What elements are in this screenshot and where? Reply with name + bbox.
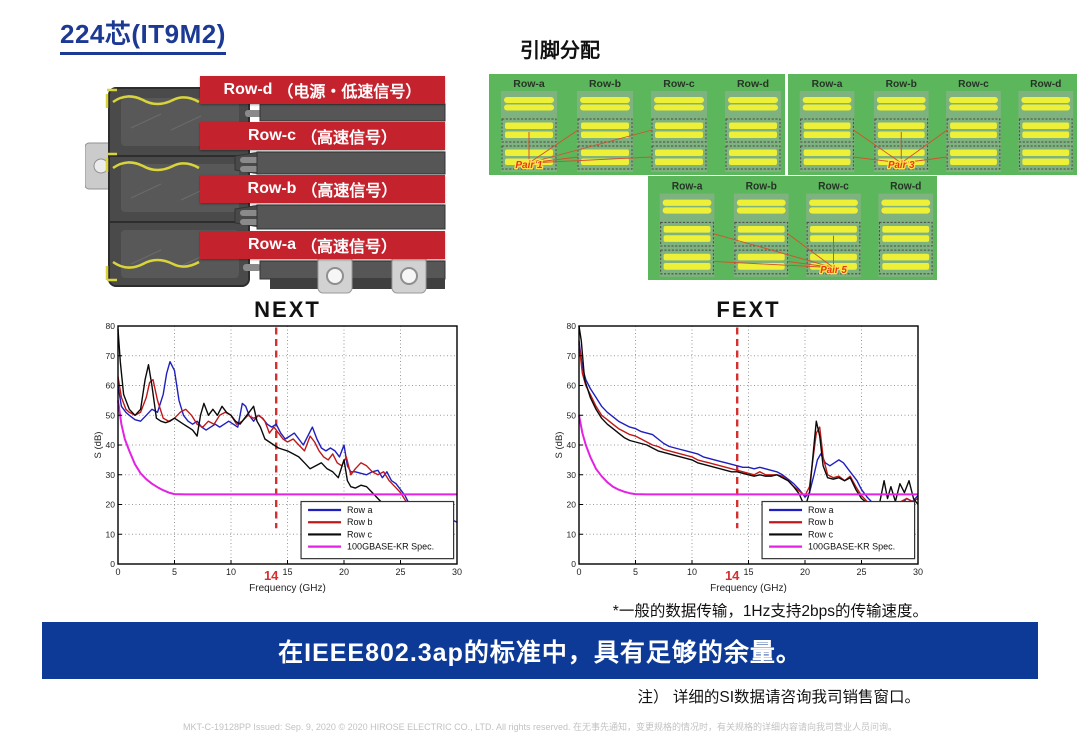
conclusion-banner: 在IEEE802.3ap的标准中，具有足够的余量。 bbox=[42, 622, 1038, 679]
legend-entry: 100GBASE-KR Spec. bbox=[347, 542, 434, 552]
pin-panel-pair-1: Row-a Row-b Row-c Row-d Pair 1 bbox=[489, 74, 785, 175]
svg-text:15: 15 bbox=[282, 567, 292, 577]
fext-chart: FEXT 0 5 10 15 20 25 30 0 10 20 30 40 50 60 70 80 14 Freq… bbox=[553, 298, 928, 596]
svg-text:25: 25 bbox=[856, 567, 866, 577]
next-chart: NEXT 0 5 10 15 20 25 30 0 10 20 30 40 50 60 70 80 14 Freq… bbox=[92, 298, 467, 596]
pin-assignment-heading: 引脚分配 bbox=[520, 40, 600, 62]
svg-text:30: 30 bbox=[567, 470, 577, 480]
svg-text:20: 20 bbox=[800, 567, 810, 577]
y-axis-label: S (dB) bbox=[554, 432, 565, 459]
pin-panel-svg: Row-a Row-b Row-c Row-d Pair 3 bbox=[788, 74, 1077, 175]
legend-entry: Row b bbox=[347, 517, 373, 527]
svg-text:80: 80 bbox=[567, 322, 577, 331]
svg-text:20: 20 bbox=[339, 567, 349, 577]
marker-label: 14 bbox=[264, 568, 279, 583]
si-note: 注） 详细的SI数据请咨询我司销售窗口。 bbox=[637, 689, 920, 706]
pair-label: Pair 3 bbox=[888, 160, 915, 171]
svg-text:10: 10 bbox=[226, 567, 236, 577]
svg-text:Row-d: Row-d bbox=[1030, 79, 1061, 90]
pin-panel-pair-3: Row-a Row-b Row-c Row-d Pair 3 bbox=[788, 74, 1077, 175]
svg-text:0: 0 bbox=[571, 559, 576, 569]
legend-entry: Row b bbox=[808, 517, 834, 527]
chart-svg: 0 5 10 15 20 25 30 0 10 20 30 40 50 60 70 80 14Frequency… bbox=[93, 322, 462, 594]
svg-text:30: 30 bbox=[452, 567, 462, 577]
pair-label: Pair 1 bbox=[515, 160, 543, 171]
svg-text:15: 15 bbox=[743, 567, 753, 577]
next-chart-title: NEXT bbox=[254, 297, 321, 322]
legend-entry: Row a bbox=[347, 505, 373, 515]
svg-text:0: 0 bbox=[110, 559, 115, 569]
fext-chart-title: FEXT bbox=[716, 297, 781, 322]
chart-svg: 0 5 10 15 20 25 30 0 10 20 30 40 50 60 70 80 14Frequency… bbox=[554, 322, 923, 594]
row-banner-row-b: Row-b （高速信号） bbox=[200, 175, 445, 203]
row-banner-row-a: Row-a （高速信号） bbox=[200, 231, 445, 259]
y-axis-label: S (dB) bbox=[93, 432, 104, 459]
pin-panel-svg: Row-a Row-b Row-c Row-d Pair 1 bbox=[489, 74, 785, 175]
svg-text:Row-a: Row-a bbox=[513, 78, 545, 90]
svg-text:5: 5 bbox=[633, 567, 638, 577]
svg-text:Row-a: Row-a bbox=[672, 180, 703, 192]
fext-chart-plot: 0 5 10 15 20 25 30 0 10 20 30 40 50 60 70 80 14 Frequency… bbox=[553, 322, 928, 596]
svg-text:Row-d: Row-d bbox=[737, 78, 769, 90]
svg-text:10: 10 bbox=[106, 529, 116, 539]
pin-panel-pair-5: Row-a Row-b Row-c Row-d Pair 5 bbox=[648, 176, 937, 280]
row-banner-desc: （高速信号） bbox=[300, 130, 397, 147]
legend-entry: Row c bbox=[347, 529, 373, 539]
svg-text:40: 40 bbox=[106, 440, 116, 450]
svg-text:80: 80 bbox=[106, 322, 116, 331]
legend-entry: 100GBASE-KR Spec. bbox=[808, 542, 895, 552]
svg-text:5: 5 bbox=[172, 567, 177, 577]
transmission-note: *一般的数据传输，1Hz支持2bps的传输速度。 bbox=[612, 603, 928, 620]
svg-text:0: 0 bbox=[115, 567, 120, 577]
svg-text:25: 25 bbox=[395, 567, 405, 577]
row-banner-label: Row-d bbox=[223, 81, 273, 98]
row-banner-label: Row-b bbox=[247, 180, 297, 197]
svg-text:60: 60 bbox=[567, 381, 577, 391]
svg-text:60: 60 bbox=[106, 381, 116, 391]
svg-text:10: 10 bbox=[567, 529, 577, 539]
row-banner-row-d: Row-d （电源・低速信号） bbox=[200, 76, 445, 104]
row-banner-row-c: Row-c （高速信号） bbox=[200, 122, 445, 150]
pin-panel-svg: Row-a Row-b Row-c Row-d Pair 5 bbox=[648, 176, 937, 280]
pair-label: Pair 5 bbox=[820, 265, 847, 276]
x-axis-label: Frequency (GHz) bbox=[710, 583, 787, 594]
svg-text:50: 50 bbox=[106, 410, 116, 420]
legend-entry: Row a bbox=[808, 505, 834, 515]
svg-text:Row-c: Row-c bbox=[818, 180, 849, 192]
row-banner-desc: （高速信号） bbox=[300, 239, 397, 256]
svg-text:70: 70 bbox=[567, 351, 577, 361]
row-banner-desc: （电源・低速信号） bbox=[277, 84, 422, 101]
svg-text:Row-a: Row-a bbox=[812, 79, 843, 90]
page-title: 224芯(IT9M2) bbox=[60, 14, 226, 55]
svg-text:20: 20 bbox=[106, 500, 116, 510]
row-banner-label: Row-a bbox=[247, 236, 296, 253]
next-chart-plot: 0 5 10 15 20 25 30 0 10 20 30 40 50 60 70 80 14 Frequency… bbox=[92, 322, 467, 596]
svg-text:Row-b: Row-b bbox=[886, 79, 917, 90]
connector-illustration: Row-d （电源・低速信号） Row-c （高速信号） Row-b （高速信号） Row-… bbox=[85, 58, 455, 298]
svg-text:Row-b: Row-b bbox=[589, 78, 621, 90]
legend-entry: Row c bbox=[808, 529, 834, 539]
x-axis-label: Frequency (GHz) bbox=[249, 583, 326, 594]
svg-text:10: 10 bbox=[687, 567, 697, 577]
marker-label: 14 bbox=[725, 568, 740, 583]
row-banner-desc: （高速信号） bbox=[301, 183, 398, 200]
svg-text:Row-d: Row-d bbox=[890, 180, 921, 192]
svg-text:Row-c: Row-c bbox=[663, 78, 695, 90]
svg-text:50: 50 bbox=[567, 410, 577, 420]
svg-text:0: 0 bbox=[576, 567, 581, 577]
svg-text:Row-b: Row-b bbox=[746, 180, 777, 192]
row-banner-label: Row-c bbox=[247, 127, 296, 144]
footer-text: MKT-C-19128PP Issued: Sep. 9, 2020 © 202… bbox=[183, 722, 897, 732]
svg-text:30: 30 bbox=[106, 470, 116, 480]
svg-text:70: 70 bbox=[106, 351, 116, 361]
svg-text:Row-c: Row-c bbox=[958, 79, 989, 90]
svg-text:30: 30 bbox=[913, 567, 923, 577]
svg-text:40: 40 bbox=[567, 440, 577, 450]
svg-text:20: 20 bbox=[567, 500, 577, 510]
